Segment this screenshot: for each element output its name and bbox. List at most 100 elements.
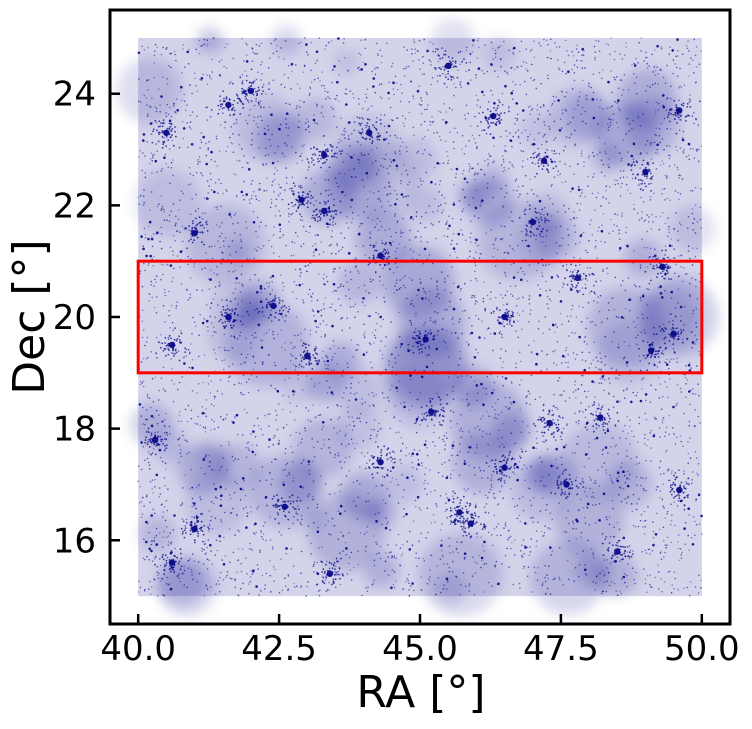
data-point bbox=[310, 81, 313, 83]
data-point bbox=[270, 245, 273, 248]
data-point bbox=[393, 571, 396, 573]
density-blob bbox=[338, 261, 381, 304]
data-point bbox=[588, 405, 590, 408]
data-point bbox=[268, 138, 271, 141]
data-point bbox=[151, 245, 154, 248]
data-point bbox=[493, 389, 495, 391]
data-point bbox=[487, 512, 490, 514]
data-point bbox=[446, 235, 449, 238]
data-point bbox=[399, 137, 402, 140]
data-point bbox=[338, 286, 340, 289]
data-point bbox=[674, 524, 676, 527]
data-point bbox=[199, 78, 201, 81]
data-point bbox=[688, 50, 690, 52]
data-point bbox=[355, 392, 358, 394]
data-point bbox=[188, 451, 191, 454]
data-point bbox=[197, 383, 200, 385]
data-point bbox=[185, 348, 188, 351]
data-point bbox=[211, 528, 214, 530]
data-point bbox=[306, 534, 308, 537]
data-point bbox=[468, 170, 470, 173]
data-point bbox=[411, 544, 414, 547]
data-point bbox=[150, 235, 153, 238]
data-point bbox=[614, 276, 616, 279]
data-point bbox=[210, 515, 213, 518]
data-point bbox=[533, 121, 536, 124]
data-point bbox=[639, 519, 642, 522]
data-point bbox=[457, 337, 459, 340]
data-point bbox=[310, 178, 313, 180]
data-point bbox=[175, 98, 178, 100]
data-point bbox=[543, 38, 545, 41]
data-point bbox=[626, 551, 629, 553]
data-point bbox=[533, 340, 535, 342]
data-point bbox=[503, 481, 506, 484]
data-point bbox=[656, 366, 659, 368]
data-point bbox=[319, 475, 322, 478]
data-point bbox=[390, 235, 392, 238]
data-point bbox=[669, 378, 671, 380]
data-point bbox=[424, 226, 427, 229]
data-point bbox=[225, 67, 228, 69]
data-point bbox=[584, 573, 587, 575]
data-point bbox=[254, 80, 256, 82]
data-point bbox=[419, 423, 421, 426]
data-point bbox=[186, 104, 188, 106]
data-point bbox=[386, 167, 388, 170]
data-point bbox=[476, 399, 478, 402]
data-point bbox=[447, 275, 449, 277]
data-point bbox=[640, 513, 643, 516]
data-point bbox=[624, 307, 627, 310]
data-point bbox=[691, 264, 694, 266]
data-point bbox=[210, 269, 212, 271]
data-point bbox=[406, 173, 409, 176]
data-point bbox=[591, 233, 594, 236]
data-point bbox=[247, 101, 250, 104]
data-point bbox=[608, 392, 610, 394]
data-point bbox=[187, 255, 189, 258]
data-point bbox=[234, 586, 237, 589]
data-point bbox=[444, 510, 447, 513]
data-point bbox=[556, 210, 559, 213]
data-point bbox=[264, 521, 267, 524]
data-point bbox=[390, 119, 393, 121]
data-point bbox=[180, 455, 183, 458]
data-point bbox=[476, 562, 479, 565]
data-point bbox=[344, 541, 347, 544]
data-point bbox=[432, 224, 434, 226]
data-point bbox=[156, 150, 159, 152]
data-point bbox=[559, 435, 562, 438]
data-point bbox=[158, 572, 160, 574]
data-point bbox=[582, 411, 584, 413]
data-point bbox=[581, 359, 584, 361]
data-point bbox=[510, 293, 512, 295]
data-point bbox=[175, 59, 177, 62]
data-point bbox=[590, 86, 592, 89]
data-point bbox=[152, 233, 155, 235]
data-point bbox=[198, 156, 201, 158]
data-point bbox=[286, 145, 289, 147]
data-point bbox=[437, 577, 440, 579]
data-point bbox=[694, 334, 697, 337]
data-point bbox=[587, 390, 590, 393]
data-point bbox=[514, 285, 517, 287]
data-point bbox=[624, 424, 626, 427]
data-point bbox=[380, 114, 382, 116]
data-point bbox=[285, 306, 288, 309]
data-point bbox=[570, 308, 573, 311]
data-point bbox=[532, 193, 535, 195]
data-point bbox=[183, 93, 185, 96]
data-point bbox=[585, 94, 588, 97]
data-point bbox=[252, 51, 254, 54]
data-point bbox=[636, 391, 639, 394]
data-point bbox=[300, 572, 302, 574]
data-point bbox=[164, 291, 166, 294]
data-point bbox=[423, 416, 425, 419]
data-point bbox=[180, 283, 183, 285]
data-point bbox=[650, 384, 652, 387]
data-point bbox=[677, 500, 680, 502]
data-point bbox=[364, 47, 367, 50]
data-point bbox=[504, 554, 507, 557]
data-point bbox=[239, 331, 242, 334]
data-point bbox=[557, 174, 559, 177]
